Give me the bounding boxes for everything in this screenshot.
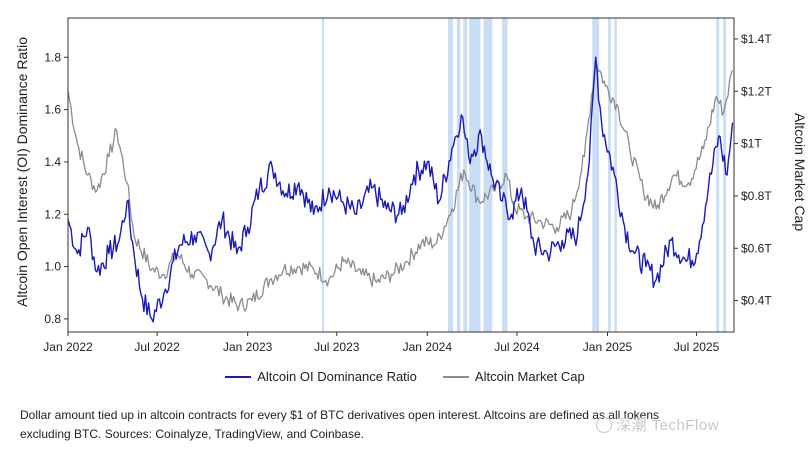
- y-right-axis-ticks: $0.4T $0.6T $0.8T $1T $1.2T $1.4T: [734, 32, 772, 308]
- chart-caption: Dollar amount tied up in altcoin contrac…: [20, 408, 659, 441]
- y-right-tick-label: $0.4T: [741, 294, 772, 308]
- x-tick-label: Jan 2022: [43, 340, 93, 354]
- x-tick-label: Jul 2022: [134, 340, 180, 354]
- x-axis-ticks: Jan 2022 Jul 2022 Jan 2023 Jul 2023 Jan 2024…: [43, 332, 720, 354]
- x-tick-label: Jul 2025: [674, 340, 720, 354]
- highlight-band-1: [448, 18, 453, 332]
- y-right-tick-label: $0.8T: [741, 189, 772, 203]
- x-tick-label: Jan 2023: [223, 340, 273, 354]
- legend-swatch-oi-dominance: [225, 375, 252, 378]
- highlight-band-7: [592, 18, 600, 332]
- legend-swatch-market-cap: [442, 375, 469, 378]
- series-line-market-cap: [67, 59, 734, 312]
- y-left-tick-label: 1.4: [44, 155, 61, 169]
- legend-item-market-cap: Altcoin Market Cap: [442, 369, 585, 384]
- legend-label-oi-dominance: Altcoin OI Dominance Ratio: [257, 369, 417, 384]
- highlight-band-2: [456, 18, 461, 332]
- x-tick-label: Jan 2024: [403, 340, 453, 354]
- chart: Jan 2022 Jul 2022 Jan 2023 Jul 2023 Jan 2024…: [14, 17, 808, 354]
- watermark-text: 深潮 TechFlow: [616, 417, 720, 434]
- plot-frame: [67, 17, 735, 333]
- y-left-axis-title: Altcoin Open Interest (OI) Dominance Rat…: [14, 37, 30, 307]
- x-tick-label: Jul 2024: [494, 340, 540, 354]
- y-left-tick-label: 1.8: [44, 50, 61, 64]
- highlight-band-9: [614, 18, 617, 332]
- y-right-tick-label: $1T: [741, 137, 762, 151]
- y-right-tick-label: $1.2T: [741, 84, 772, 98]
- y-right-tick-label: $0.6T: [741, 241, 772, 255]
- highlight-band-0: [321, 18, 324, 332]
- highlight-band-8: [607, 18, 611, 332]
- y-left-tick-label: 1.6: [44, 103, 61, 117]
- y-left-tick-label: 1.0: [44, 260, 61, 274]
- legend-label-market-cap: Altcoin Market Cap: [474, 369, 585, 384]
- highlight-band-4: [469, 18, 481, 332]
- y-left-axis-ticks: 0.8 1.0 1.2 1.4 1.6 1.8: [44, 50, 68, 326]
- legend-item-oi-dominance: Altcoin OI Dominance Ratio: [225, 369, 417, 384]
- y-right-tick-label: $1.4T: [741, 32, 772, 46]
- series-line-oi-dominance: [67, 56, 734, 323]
- legend: Altcoin OI Dominance Ratio Altcoin Marke…: [0, 369, 810, 384]
- highlight-band-11: [723, 18, 727, 332]
- highlight-periods: [321, 18, 727, 332]
- highlight-band-10: [716, 18, 720, 332]
- highlight-band-5: [483, 18, 493, 332]
- watermark: 深潮 TechFlow: [596, 414, 719, 435]
- y-left-tick-label: 1.2: [44, 207, 61, 221]
- x-tick-label: Jan 2025: [583, 340, 633, 354]
- watermark-logo-icon: [596, 416, 612, 433]
- y-right-axis-title: Altcoin Market Cap: [792, 113, 808, 231]
- series-layer: [67, 56, 734, 323]
- x-tick-label: Jul 2023: [314, 340, 360, 354]
- y-left-tick-label: 0.8: [44, 312, 61, 326]
